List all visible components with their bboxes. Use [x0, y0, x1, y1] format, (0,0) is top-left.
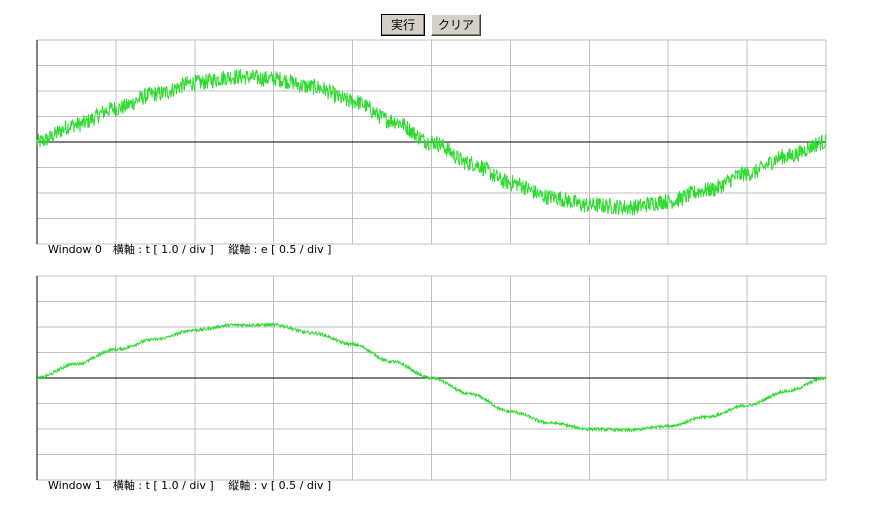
plot-window-1 [36, 275, 827, 481]
plot-window-0 [36, 39, 827, 245]
series-line-0 [36, 321, 827, 433]
run-button[interactable]: 実行 [381, 14, 425, 36]
window-0-caption: Window 0 横軸 : t [ 1.0 / div ] 縦軸 : e [ 0… [48, 243, 332, 256]
series-line-0 [36, 69, 827, 216]
window-1-caption: Window 1 横軸 : t [ 1.0 / div ] 縦軸 : v [ 0… [48, 479, 332, 492]
toolbar: 実行 クリア [0, 14, 870, 38]
clear-button[interactable]: クリア [431, 14, 481, 36]
